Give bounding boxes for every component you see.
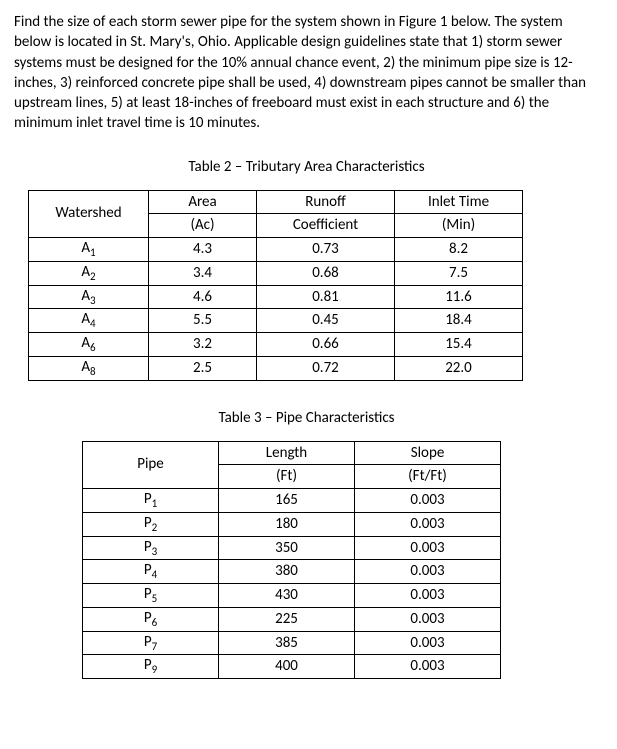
table-row: P43800.003 xyxy=(83,560,501,584)
cell-slope: 0.003 xyxy=(355,655,501,679)
col-runoff-1: Runoff xyxy=(257,190,395,214)
cell-watershed: A4 xyxy=(29,309,149,333)
cell-length: 165 xyxy=(219,489,355,513)
cell-slope: 0.003 xyxy=(355,631,501,655)
cell-length: 385 xyxy=(219,631,355,655)
cell-inlet: 15.4 xyxy=(395,333,523,357)
cell-length: 400 xyxy=(219,655,355,679)
table-header-row: Pipe Length Slope xyxy=(83,441,501,465)
cell-area: 3.4 xyxy=(149,261,257,285)
cell-area: 4.6 xyxy=(149,285,257,309)
table3-caption: Table 3 – Pipe Characteristics xyxy=(14,409,599,427)
table2-caption: Table 2 – Tributary Area Characteristics xyxy=(14,158,599,176)
cell-pipe: P4 xyxy=(83,560,219,584)
col-runoff-2: Coefficient xyxy=(257,214,395,238)
tributary-area-table: Watershed Area Runoff Inlet Time (Ac) Co… xyxy=(28,190,523,381)
table-row: P73850.003 xyxy=(83,631,501,655)
cell-slope: 0.003 xyxy=(355,560,501,584)
col-pipe: Pipe xyxy=(83,441,219,489)
cell-pipe: P9 xyxy=(83,655,219,679)
col-area-1: Area xyxy=(149,190,257,214)
cell-inlet: 7.5 xyxy=(395,261,523,285)
table-row: A23.40.687.5 xyxy=(29,261,523,285)
col-slope-2: (Ft/Ft) xyxy=(355,465,501,489)
cell-pipe: P6 xyxy=(83,607,219,631)
col-inlet-1: Inlet Time xyxy=(395,190,523,214)
cell-area: 5.5 xyxy=(149,309,257,333)
cell-watershed: A2 xyxy=(29,261,149,285)
cell-pipe: P5 xyxy=(83,584,219,608)
table-row: P33500.003 xyxy=(83,536,501,560)
cell-length: 225 xyxy=(219,607,355,631)
cell-runoff: 0.73 xyxy=(257,238,395,262)
page: Find the size of each storm sewer pipe f… xyxy=(0,0,617,727)
table-row: P94000.003 xyxy=(83,655,501,679)
cell-slope: 0.003 xyxy=(355,489,501,513)
cell-watershed: A1 xyxy=(29,238,149,262)
pipe-characteristics-table: Pipe Length Slope (Ft) (Ft/Ft) P11650.00… xyxy=(82,441,501,680)
table-row: P62250.003 xyxy=(83,607,501,631)
table-row: A14.30.738.2 xyxy=(29,238,523,262)
col-area-2: (Ac) xyxy=(149,214,257,238)
table-row: P21800.003 xyxy=(83,512,501,536)
table-header-row: Watershed Area Runoff Inlet Time xyxy=(29,190,523,214)
col-length-2: (Ft) xyxy=(219,465,355,489)
cell-slope: 0.003 xyxy=(355,512,501,536)
cell-length: 380 xyxy=(219,560,355,584)
cell-slope: 0.003 xyxy=(355,584,501,608)
cell-pipe: P7 xyxy=(83,631,219,655)
cell-pipe: P2 xyxy=(83,512,219,536)
cell-watershed: A6 xyxy=(29,333,149,357)
cell-slope: 0.003 xyxy=(355,607,501,631)
table-row: A63.20.6615.4 xyxy=(29,333,523,357)
col-inlet-2: (Min) xyxy=(395,214,523,238)
table-row: A45.50.4518.4 xyxy=(29,309,523,333)
cell-runoff: 0.45 xyxy=(257,309,395,333)
cell-watershed: A8 xyxy=(29,356,149,380)
cell-slope: 0.003 xyxy=(355,536,501,560)
table-row: P54300.003 xyxy=(83,584,501,608)
cell-length: 350 xyxy=(219,536,355,560)
cell-area: 2.5 xyxy=(149,356,257,380)
cell-runoff: 0.81 xyxy=(257,285,395,309)
col-watershed: Watershed xyxy=(29,190,149,238)
cell-area: 3.2 xyxy=(149,333,257,357)
cell-watershed: A3 xyxy=(29,285,149,309)
table-row: P11650.003 xyxy=(83,489,501,513)
cell-inlet: 18.4 xyxy=(395,309,523,333)
cell-length: 180 xyxy=(219,512,355,536)
col-slope-1: Slope xyxy=(355,441,501,465)
cell-inlet: 22.0 xyxy=(395,356,523,380)
problem-statement: Find the size of each storm sewer pipe f… xyxy=(14,12,599,134)
cell-runoff: 0.68 xyxy=(257,261,395,285)
table-row: A82.50.7222.0 xyxy=(29,356,523,380)
cell-length: 430 xyxy=(219,584,355,608)
cell-area: 4.3 xyxy=(149,238,257,262)
cell-runoff: 0.72 xyxy=(257,356,395,380)
col-length-1: Length xyxy=(219,441,355,465)
table-row: A34.60.8111.6 xyxy=(29,285,523,309)
cell-runoff: 0.66 xyxy=(257,333,395,357)
cell-pipe: P3 xyxy=(83,536,219,560)
cell-inlet: 8.2 xyxy=(395,238,523,262)
cell-inlet: 11.6 xyxy=(395,285,523,309)
cell-pipe: P1 xyxy=(83,489,219,513)
